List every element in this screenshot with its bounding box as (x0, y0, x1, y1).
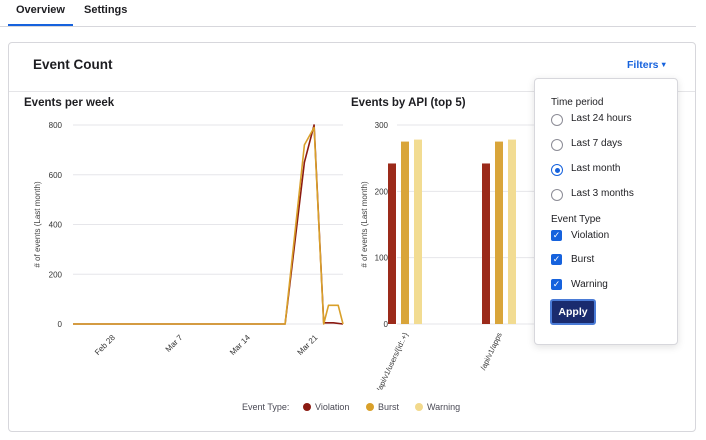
x-tick-label: /api/v1/users/{id:.+} (375, 331, 410, 390)
x-tick-label: /api/v1/apps (479, 331, 504, 372)
x-tick-label: Mar 21 (296, 333, 320, 357)
radio-label: Last 7 days (571, 138, 623, 149)
card-title: Event Count (33, 57, 113, 72)
y-tick-label: 300 (375, 121, 389, 130)
legend-item-violation: Violation (315, 402, 350, 412)
checkbox-checked-icon[interactable]: ✓ (551, 279, 562, 290)
bar-chart-title: Events by API (top 5) (351, 97, 466, 109)
legend-dot-warning (415, 403, 423, 411)
radio-last-7-days[interactable]: Last 7 days (551, 138, 671, 154)
checkbox-violation[interactable]: ✓ Violation (551, 230, 671, 246)
y-tick-label: 0 (58, 320, 63, 329)
radio-selected-icon[interactable] (551, 164, 563, 176)
radio-last-3-months[interactable]: Last 3 months (551, 188, 671, 204)
x-tick-label: Mar 14 (228, 333, 252, 357)
y-tick-label: 200 (49, 270, 63, 279)
radio-last-24-hours[interactable]: Last 24 hours (551, 113, 671, 129)
checkbox-burst[interactable]: ✓ Burst (551, 254, 671, 270)
checkbox-label: Warning (571, 279, 608, 290)
y-axis-label: # of events (Last month) (360, 181, 369, 268)
radio-last-month[interactable]: Last month (551, 163, 671, 179)
tab-settings[interactable]: Settings (84, 4, 128, 16)
checkbox-checked-icon[interactable]: ✓ (551, 254, 562, 265)
legend-item-warning: Warning (427, 402, 461, 412)
checkbox-checked-icon[interactable]: ✓ (551, 230, 562, 241)
radio-icon[interactable] (551, 139, 563, 151)
checkbox-label: Violation (571, 230, 610, 241)
checkbox-label: Burst (571, 254, 595, 265)
filters-button[interactable]: Filters (627, 59, 659, 71)
radio-label: Last 3 months (571, 188, 634, 199)
y-axis-label: # of events (Last month) (33, 181, 42, 268)
y-tick-label: 600 (49, 171, 63, 180)
y-tick-label: 0 (384, 320, 389, 329)
bar-warning (414, 139, 422, 324)
legend-item-burst: Burst (378, 402, 400, 412)
card-header: Event Count Filters ▼ (9, 43, 695, 92)
radio-label: Last 24 hours (571, 113, 632, 124)
series-line-burst (73, 126, 344, 325)
radio-label: Last month (571, 163, 621, 174)
chart-legend: Event Type: Violation Burst Warning (0, 398, 706, 418)
line-chart-title: Events per week (24, 97, 115, 109)
bar-burst (495, 141, 503, 324)
legend-label: Event Type: (242, 402, 290, 412)
legend-dot-violation (303, 403, 311, 411)
caret-down-icon[interactable]: ▼ (660, 60, 668, 69)
y-tick-label: 200 (375, 187, 389, 196)
radio-icon[interactable] (551, 189, 563, 201)
apply-button[interactable]: Apply (550, 299, 596, 325)
tab-overview[interactable]: Overview (8, 4, 73, 26)
x-tick-label: Mar 7 (164, 333, 185, 354)
x-tick-label: Feb 28 (93, 333, 117, 357)
bar-violation (482, 163, 490, 324)
y-tick-label: 800 (49, 121, 63, 130)
line-chart: 0 200 400 600 800 # of events (Last month) Feb… (33, 121, 344, 357)
event-type-heading: Event Type (551, 214, 601, 225)
radio-icon[interactable] (551, 114, 563, 126)
bar-chart: 0 100 200 300 # of events (Last month) /api/v… (360, 121, 540, 390)
time-period-heading: Time period (551, 97, 604, 108)
legend-dot-burst (366, 403, 374, 411)
checkbox-warning[interactable]: ✓ Warning (551, 279, 671, 295)
y-tick-label: 100 (375, 254, 389, 263)
bar-violation (388, 163, 396, 324)
bar-burst (401, 141, 409, 324)
tab-bar: Overview Settings (0, 0, 696, 27)
y-tick-label: 400 (49, 221, 63, 230)
filters-popover: Time period Last 24 hours Last 7 days La… (534, 78, 678, 345)
bar-warning (508, 139, 516, 324)
